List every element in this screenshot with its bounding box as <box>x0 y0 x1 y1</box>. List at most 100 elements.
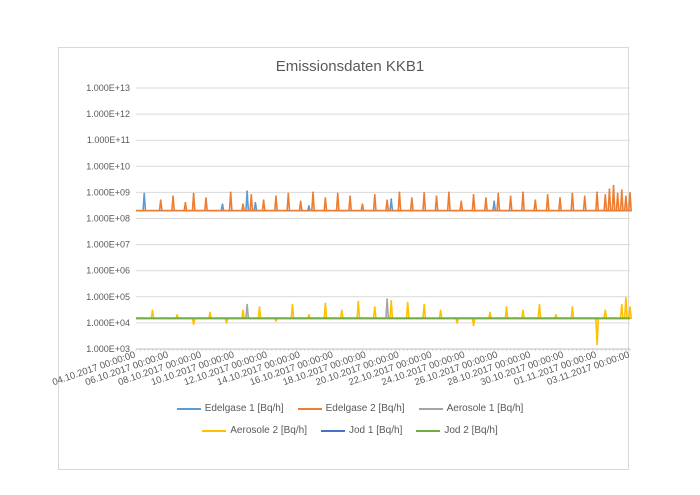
data-point <box>456 322 458 324</box>
series-line <box>136 184 632 212</box>
data-point <box>624 297 627 299</box>
legend-label: Edelgase 2 [Bq/h] <box>325 403 405 414</box>
series-1 <box>136 190 630 212</box>
legend-label: Edelgase 1 [Bq/h] <box>204 403 284 414</box>
series-2 <box>136 184 632 212</box>
data-point <box>423 303 426 306</box>
series-4 <box>136 297 632 346</box>
data-point <box>596 343 598 346</box>
data-point <box>242 309 244 312</box>
data-point <box>620 189 623 192</box>
legend-swatch <box>297 407 322 410</box>
data-point <box>583 195 586 198</box>
y-tick-label: 1.000E+05 <box>86 292 130 302</box>
data-point <box>221 203 224 206</box>
y-tick-label: 1.000E+03 <box>86 344 130 354</box>
data-point <box>373 306 376 309</box>
data-point <box>559 197 561 200</box>
data-point <box>324 302 327 305</box>
data-point <box>608 188 611 191</box>
data-point <box>386 298 389 301</box>
data-point <box>571 192 574 195</box>
data-point <box>386 199 389 202</box>
data-point <box>505 306 508 309</box>
y-tick-label: 1.000E+07 <box>86 240 130 250</box>
data-point <box>616 192 619 195</box>
data-point <box>390 198 393 201</box>
legend-label: Aerosole 2 [Bq/h] <box>230 425 307 436</box>
legend-label: Jod 1 [Bq/h] <box>348 425 403 436</box>
data-point <box>308 314 310 316</box>
legend-label: Aerosole 1 [Bq/h] <box>446 403 524 414</box>
data-point <box>398 191 401 194</box>
legend-swatch <box>416 429 441 432</box>
data-point <box>509 195 512 198</box>
chart-title: Emissionsdaten KKB1 <box>275 58 425 75</box>
data-point <box>349 195 351 198</box>
data-point <box>250 194 253 196</box>
data-point <box>192 323 195 325</box>
data-point <box>555 314 557 316</box>
y-tick-label: 1.000E+04 <box>86 318 130 328</box>
data-point <box>406 301 409 304</box>
data-point <box>447 191 450 194</box>
chart-area <box>58 47 629 470</box>
data-point <box>460 200 463 203</box>
legend-entry: Jod 1 [Bq/h] <box>320 425 403 436</box>
data-point <box>299 200 302 203</box>
data-point <box>604 309 607 312</box>
y-tick-label: 1.000E+06 <box>86 266 130 276</box>
data-point <box>624 195 627 198</box>
data-point <box>485 197 487 200</box>
data-point <box>336 192 339 195</box>
data-point <box>629 192 631 194</box>
data-point <box>538 303 541 306</box>
data-point <box>205 197 207 200</box>
data-point <box>287 192 290 195</box>
series-line <box>136 190 630 212</box>
data-point <box>472 194 475 196</box>
data-point <box>571 306 574 309</box>
data-point <box>435 195 438 198</box>
y-tick-label: 1.000E+10 <box>86 161 130 171</box>
data-point <box>225 322 228 324</box>
data-point <box>151 309 154 312</box>
data-point <box>629 306 631 309</box>
data-point <box>209 311 212 314</box>
data-point <box>262 199 265 202</box>
legend-swatch <box>176 407 201 410</box>
data-point <box>497 192 500 195</box>
y-tick-label: 1.000E+08 <box>86 214 130 224</box>
legend-swatch <box>320 429 345 432</box>
data-point <box>192 192 195 195</box>
data-point <box>172 195 174 198</box>
data-point <box>373 194 376 196</box>
y-tick-label: 1.000E+09 <box>86 187 130 197</box>
data-point <box>390 299 393 302</box>
data-point <box>159 199 162 202</box>
data-point <box>312 191 314 194</box>
data-point <box>522 191 524 194</box>
data-point <box>176 314 179 316</box>
y-tick-label: 1.000E+11 <box>87 135 130 145</box>
legend-swatch <box>202 429 227 432</box>
legend-entry: Edelgase 1 [Bq/h] <box>176 403 284 414</box>
data-point <box>534 199 537 202</box>
data-point <box>291 303 294 306</box>
data-point <box>357 300 360 303</box>
data-point <box>340 309 343 312</box>
data-point <box>275 319 277 322</box>
data-point <box>472 324 475 327</box>
data-point <box>246 190 249 193</box>
data-point <box>361 203 364 206</box>
legend-swatch <box>418 407 443 410</box>
data-point <box>229 191 232 194</box>
data-point <box>254 201 257 204</box>
y-tick-label: 1.000E+13 <box>86 83 130 93</box>
data-point <box>596 191 598 194</box>
series-line <box>136 297 632 346</box>
legend: Aerosole 2 [Bq/h] Jod 1 [Bq/h] Jod 2 [Bq/h… <box>0 425 700 436</box>
data-point <box>242 203 244 206</box>
data-point <box>275 195 277 198</box>
